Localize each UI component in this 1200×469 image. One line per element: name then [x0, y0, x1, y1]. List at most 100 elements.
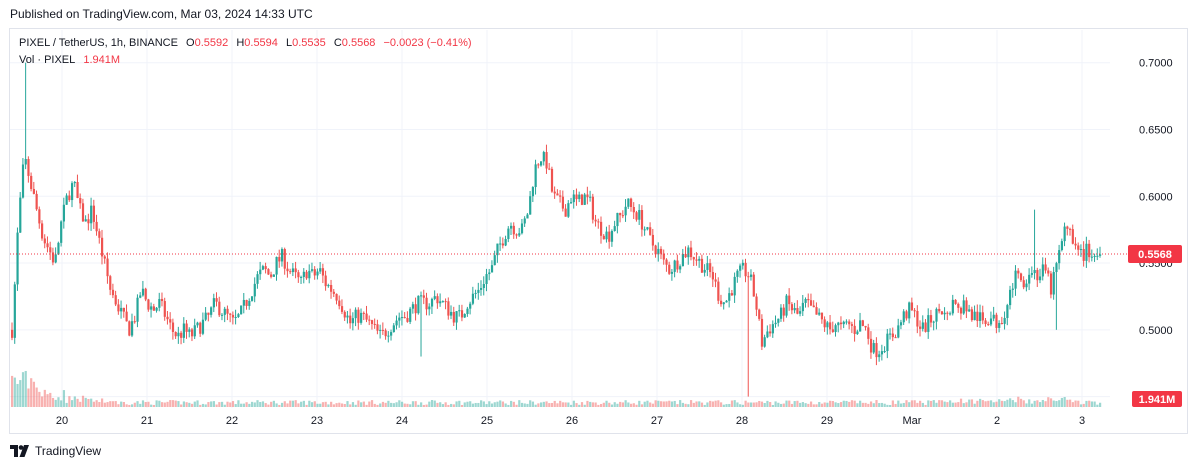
candle-body	[567, 203, 570, 217]
candle-body	[1052, 272, 1055, 295]
volume-bar	[256, 400, 259, 407]
candle-body	[406, 318, 409, 322]
volume-bar	[463, 402, 466, 407]
candle-body	[749, 274, 753, 277]
volume-bar	[291, 400, 295, 407]
volume-bar	[351, 402, 355, 407]
candle-body	[215, 298, 218, 302]
symbol-label[interactable]: PIXEL / TetherUS, 1h, BINANCE	[19, 37, 178, 49]
candle-body	[1044, 264, 1047, 271]
candle-body	[49, 247, 52, 253]
volume-bar	[744, 400, 747, 407]
candle-body	[411, 304, 415, 309]
candle-body	[485, 274, 488, 285]
volume-bar	[687, 404, 690, 407]
volume-bar	[919, 400, 922, 407]
volume-label[interactable]: Vol · PIXEL	[19, 54, 76, 66]
candle-body	[878, 354, 881, 358]
candle-body	[357, 309, 360, 323]
tradingview-brand[interactable]: TradingView	[10, 444, 101, 458]
volume-bar	[1009, 398, 1012, 407]
volume-bar	[613, 402, 616, 407]
candle-body	[859, 320, 862, 332]
volume-bar	[223, 404, 226, 407]
volume-bar	[635, 404, 638, 407]
candle-body	[139, 295, 142, 298]
volume-bar	[954, 402, 957, 407]
last-price-tag-bg	[1128, 244, 1182, 263]
volume-bar	[728, 403, 731, 407]
volume-bar	[1030, 403, 1034, 407]
candle-body	[747, 276, 750, 278]
volume-bar	[68, 396, 71, 407]
volume-bar	[739, 404, 742, 407]
volume-bar	[376, 404, 379, 407]
volume-bar	[769, 402, 772, 407]
volume-bar	[774, 401, 777, 407]
volume-bar	[730, 400, 734, 407]
candle-body	[373, 323, 376, 325]
volume-bar	[717, 400, 720, 407]
volume-bar	[302, 400, 305, 407]
volume-bar	[831, 401, 834, 407]
candle-body	[643, 229, 646, 231]
candle-body	[450, 311, 453, 316]
candle-body	[182, 323, 185, 338]
ohlc-row: PIXEL / TetherUS, 1h, BINANCE O0.5592 H0…	[19, 35, 472, 52]
candle-body	[360, 312, 363, 323]
volume-bar	[567, 402, 570, 407]
candle-body	[624, 206, 627, 216]
candle-body	[242, 299, 245, 306]
volume-bar	[662, 401, 665, 407]
candle-body	[572, 194, 575, 203]
volume-bar	[100, 398, 104, 407]
candle-body	[856, 331, 859, 334]
candle-body	[698, 258, 701, 261]
candle-body	[812, 305, 815, 308]
candle-body	[79, 197, 82, 204]
volume-bar	[1074, 400, 1077, 407]
volume-bar	[313, 401, 316, 407]
candle-body	[537, 164, 540, 166]
volume-bar	[1025, 403, 1028, 407]
candle-body	[46, 243, 49, 248]
volume-bar	[1022, 400, 1025, 407]
candle-body	[1003, 317, 1006, 324]
candle-body	[106, 258, 109, 277]
volume-bar	[160, 402, 164, 407]
volume-bar	[346, 401, 349, 407]
candle-body	[365, 313, 368, 320]
volume-bar	[49, 392, 52, 407]
candle-body	[894, 337, 897, 339]
candle-body	[114, 295, 117, 305]
candle-body	[379, 329, 382, 331]
candle-body	[943, 312, 946, 315]
volume-bar	[264, 403, 267, 407]
volume-bar	[1036, 400, 1039, 407]
volume-bar	[16, 383, 19, 407]
volume-bar	[316, 403, 319, 407]
volume-bar	[13, 377, 16, 407]
candle-body	[308, 270, 311, 279]
candle-body	[1006, 305, 1009, 318]
volume-bar	[1019, 398, 1023, 407]
volume-bar	[599, 403, 603, 407]
volume-bar	[122, 401, 125, 407]
y-tick-label: 0.5000	[1139, 325, 1173, 337]
candle-body	[316, 271, 319, 276]
volume-bar	[867, 403, 870, 407]
volume-bar	[335, 403, 338, 407]
candle-body	[289, 271, 292, 273]
candle-body	[54, 254, 57, 263]
candle-body	[730, 293, 734, 296]
volume-bar	[897, 400, 900, 407]
volume-bar	[1088, 400, 1091, 407]
last-price-tag: 0.5568	[1128, 244, 1182, 263]
time-axis[interactable]: 20 21 22 23 24 25 26 27 28 29 Mar 2 3	[56, 415, 1085, 427]
candle-body	[564, 208, 567, 217]
volume-bar	[38, 391, 41, 407]
candle-body	[390, 332, 393, 336]
volume-bar	[542, 401, 545, 407]
